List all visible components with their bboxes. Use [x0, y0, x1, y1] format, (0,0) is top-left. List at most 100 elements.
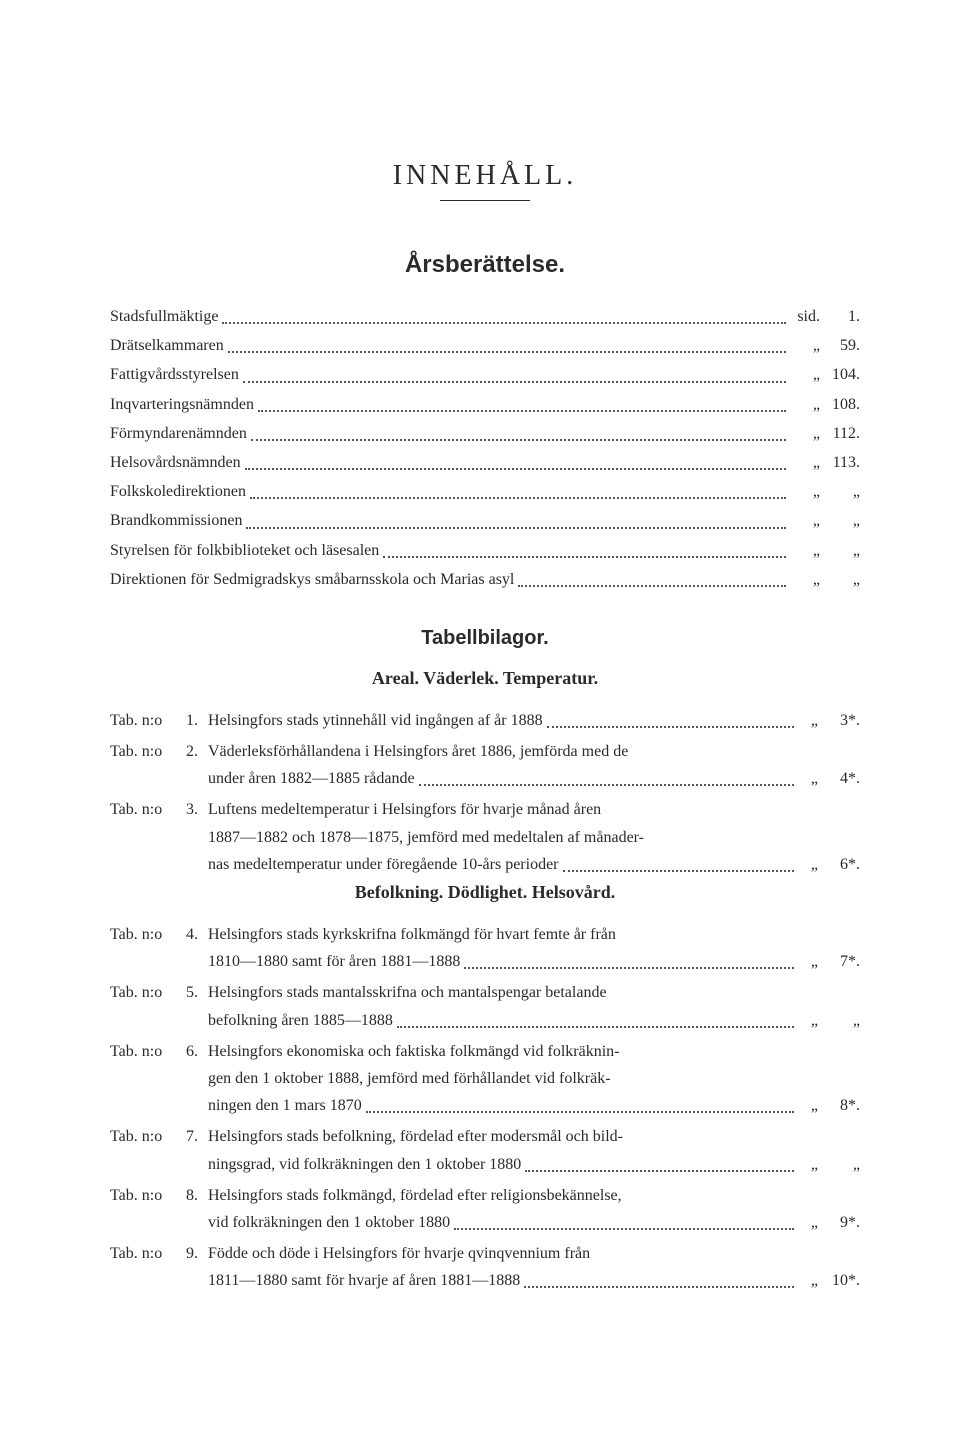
toc-row: Brandkommissionen„„ — [110, 507, 860, 534]
toc-page: „ — [820, 566, 860, 593]
toc-page: „ — [820, 478, 860, 505]
section-tabellbilagor: Tabellbilagor. — [110, 627, 860, 650]
tab-line: Födde och döde i Helsingfors för hvarje … — [208, 1240, 860, 1267]
leader-dots — [258, 410, 786, 412]
tab-line-text: Helsingfors stads folkmängd, fördelad ef… — [208, 1182, 622, 1209]
toc-text: Folkskoledirektionen — [110, 478, 246, 505]
tab-prefix: Tab. n:o — [110, 1240, 182, 1267]
tab-description: Väderleksförhållandena i Helsingfors åre… — [208, 738, 860, 792]
tab-line: Helsingfors stads ytinnehåll vid ingånge… — [208, 707, 860, 734]
toc-row: Stadsfullmäktigesid.1. — [110, 303, 860, 330]
tab-line-text: befolkning åren 1885—1888 — [208, 1007, 393, 1034]
tab-line-text: Helsingfors stads ytinnehåll vid ingånge… — [208, 707, 543, 734]
tab-line: Helsingfors stads kyrkskrifna folkmängd … — [208, 921, 860, 948]
tab-line-text: ningen den 1 mars 1870 — [208, 1092, 362, 1119]
leader-dots — [366, 1111, 794, 1113]
tab-line: Helsingfors stads mantalsskrifna och man… — [208, 979, 860, 1006]
tab-page: 10*. — [818, 1267, 860, 1294]
tab-row: Tab. n:o1.Helsingfors stads ytinnehåll v… — [110, 707, 860, 734]
tab-row: Tab. n:o8.Helsingfors stads folkmängd, f… — [110, 1182, 860, 1236]
toc-row: Förmyndarenämnden„112. — [110, 420, 860, 447]
tab-number: 4. — [182, 921, 208, 948]
tab-line: ningsgrad, vid folkräkningen den 1 oktob… — [208, 1151, 860, 1178]
toc-text: Inqvarteringsnämnden — [110, 391, 254, 418]
tab-line: Helsingfors stads befolkning, fördelad e… — [208, 1123, 860, 1150]
tab-row: Tab. n:o6.Helsingfors ekonomiska och fak… — [110, 1038, 860, 1120]
toc-list: Stadsfullmäktigesid.1.Drätselkammaren„59… — [110, 303, 860, 593]
tab-number: 2. — [182, 738, 208, 765]
toc-text: Drätselkammaren — [110, 332, 224, 359]
tab-page-label: „ — [798, 948, 818, 975]
tabs-list-2: Tab. n:o 4.Helsingfors stads kyrkskrifna … — [110, 921, 860, 1294]
tab-line: nas medeltemperatur under föregående 10-… — [208, 851, 860, 878]
tab-description: Helsingfors ekonomiska och faktiska folk… — [208, 1038, 860, 1120]
toc-row: Styrelsen för folkbiblioteket och läsesa… — [110, 537, 860, 564]
tab-line-text: Väderleksförhållandena i Helsingfors åre… — [208, 738, 628, 765]
toc-page-label: „ — [790, 566, 820, 593]
tab-page-label: „ — [798, 765, 818, 792]
tab-page-label: „ — [798, 1209, 818, 1236]
tab-number: 6. — [182, 1038, 208, 1065]
leader-dots — [245, 468, 786, 470]
tab-line-text: vid folkräkningen den 1 oktober 1880 — [208, 1209, 450, 1236]
toc-page: 59. — [820, 332, 860, 359]
tab-number: 3. — [182, 796, 208, 823]
tab-row: Tab. n:o3.Luftens medeltemperatur i Hels… — [110, 796, 860, 878]
tab-prefix: Tab. n:o — [110, 1182, 182, 1209]
toc-page: „ — [820, 507, 860, 534]
leader-dots — [251, 439, 786, 441]
tab-line: 1811—1880 samt för hvarje af åren 1881—1… — [208, 1267, 860, 1294]
tab-line: 1887—1882 och 1878—1875, jemförd med med… — [208, 824, 860, 851]
tab-page: 7*. — [818, 948, 860, 975]
toc-page-label: „ — [790, 478, 820, 505]
tab-line: under åren 1882—1885 rådande „4*. — [208, 765, 860, 792]
tabs-list-1: Tab. n:o1.Helsingfors stads ytinnehåll v… — [110, 707, 860, 878]
toc-page-label: „ — [790, 507, 820, 534]
tab-page: 4*. — [818, 765, 860, 792]
tab-prefix: Tab. n:o — [110, 1038, 182, 1065]
leader-dots — [464, 967, 794, 969]
tab-line: gen den 1 oktober 1888, jemförd med förh… — [208, 1065, 860, 1092]
leader-dots — [547, 726, 794, 728]
toc-page-label: „ — [790, 361, 820, 388]
page-title: INNEHÅLL. — [110, 160, 860, 192]
tab-line-text: Luftens medeltemperatur i Helsingfors fö… — [208, 796, 601, 823]
tab-number: 7. — [182, 1123, 208, 1150]
toc-page-label: „ — [790, 537, 820, 564]
tab-page: 8*. — [818, 1092, 860, 1119]
leader-dots — [454, 1228, 794, 1230]
tab-line: Luftens medeltemperatur i Helsingfors fö… — [208, 796, 860, 823]
toc-row: Folkskoledirektionen „„ — [110, 478, 860, 505]
toc-page: 112. — [820, 420, 860, 447]
section-arsberattelse: Årsberättelse. — [110, 251, 860, 279]
tab-line-text: under åren 1882—1885 rådande — [208, 765, 415, 792]
tab-page: 9*. — [818, 1209, 860, 1236]
toc-text: Helsovårdsnämnden — [110, 449, 241, 476]
leader-dots — [250, 497, 786, 499]
toc-page-label: „ — [790, 420, 820, 447]
tab-page-label: „ — [798, 851, 818, 878]
tab-prefix: Tab. n:o — [110, 738, 182, 765]
tab-prefix: Tab. n:o — [110, 1123, 182, 1150]
toc-row: Inqvarteringsnämnden„108. — [110, 391, 860, 418]
tab-description: Helsingfors stads ytinnehåll vid ingånge… — [208, 707, 860, 734]
toc-row: Fattigvårdsstyrelsen„104. — [110, 361, 860, 388]
tab-line-text: 1810—1880 samt för åren 1881—1888 — [208, 948, 460, 975]
leader-dots — [243, 381, 786, 383]
tab-line: befolkning åren 1885—1888„„ — [208, 1007, 860, 1034]
leader-dots — [397, 1026, 794, 1028]
tab-description: Luftens medeltemperatur i Helsingfors fö… — [208, 796, 860, 878]
tab-prefix: Tab. n:o — [110, 796, 182, 823]
tab-line-text: Födde och döde i Helsingfors för hvarje … — [208, 1240, 590, 1267]
leader-dots — [383, 556, 786, 558]
tab-number: 8. — [182, 1182, 208, 1209]
tab-prefix: Tab. n:o — [110, 707, 182, 734]
subheading-befolkning: Befolkning. Dödlighet. Helsovård. — [110, 882, 860, 903]
tab-line-text: nas medeltemperatur under föregående 10-… — [208, 851, 559, 878]
tab-line-text: ningsgrad, vid folkräkningen den 1 oktob… — [208, 1151, 521, 1178]
tab-line-text: Helsingfors stads befolkning, fördelad e… — [208, 1123, 623, 1150]
toc-page: 1. — [820, 303, 860, 330]
tab-description: Helsingfors stads befolkning, fördelad e… — [208, 1123, 860, 1177]
tab-row: Tab. n:o2.Väderleksförhållandena i Helsi… — [110, 738, 860, 792]
tab-page-label: „ — [798, 707, 818, 734]
